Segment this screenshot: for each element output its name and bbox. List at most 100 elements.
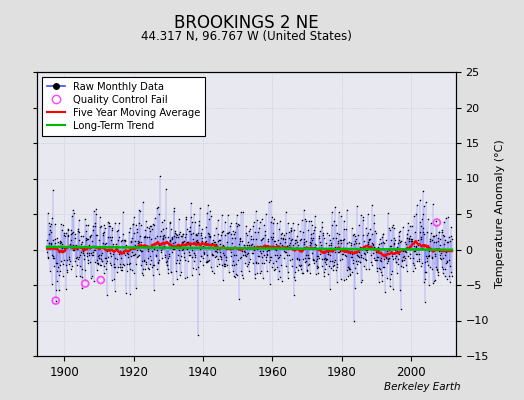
Point xyxy=(348,257,357,263)
Point xyxy=(142,261,150,267)
Point xyxy=(312,242,320,248)
Point xyxy=(313,253,321,259)
Point xyxy=(254,253,263,259)
Point xyxy=(124,247,133,253)
Point xyxy=(241,249,249,256)
Point xyxy=(126,260,135,267)
Point xyxy=(112,269,121,276)
Point xyxy=(118,237,126,243)
Point xyxy=(155,271,163,277)
Point xyxy=(398,258,406,264)
Point xyxy=(346,272,354,278)
Point xyxy=(124,254,132,260)
Point xyxy=(121,238,129,244)
Point xyxy=(126,238,135,244)
Point xyxy=(331,244,340,250)
Point xyxy=(290,227,299,233)
Point xyxy=(408,223,416,230)
Point xyxy=(123,250,131,256)
Point xyxy=(354,253,363,259)
Point xyxy=(95,255,103,261)
Point xyxy=(172,234,181,240)
Point xyxy=(94,253,102,260)
Point xyxy=(222,257,231,264)
Point xyxy=(400,248,409,254)
Point xyxy=(139,272,147,278)
Point xyxy=(177,232,185,239)
Point xyxy=(294,256,303,262)
Point xyxy=(397,306,405,312)
Point xyxy=(313,270,322,276)
Point xyxy=(159,233,167,239)
Point xyxy=(283,243,291,250)
Point xyxy=(399,224,408,231)
Point xyxy=(285,229,293,236)
Point xyxy=(86,234,94,240)
Point xyxy=(106,234,114,240)
Point xyxy=(175,216,183,222)
Point xyxy=(67,227,75,233)
Point xyxy=(332,235,340,242)
Point xyxy=(428,255,436,261)
Point xyxy=(401,248,409,254)
Point xyxy=(373,257,381,263)
Point xyxy=(388,224,397,230)
Point xyxy=(134,238,143,245)
Point xyxy=(185,224,194,230)
Point xyxy=(351,238,359,245)
Point xyxy=(277,231,286,237)
Point xyxy=(414,246,422,252)
Point xyxy=(230,273,238,280)
Point xyxy=(323,248,332,254)
Point xyxy=(225,246,234,252)
Point xyxy=(174,252,182,258)
Point xyxy=(132,285,140,292)
Point xyxy=(144,265,152,272)
Point xyxy=(441,273,450,280)
Point xyxy=(112,245,120,251)
Point xyxy=(118,231,127,237)
Point xyxy=(342,252,351,259)
Point xyxy=(46,223,54,229)
Point xyxy=(126,225,134,231)
Point xyxy=(421,199,430,206)
Point xyxy=(283,269,292,275)
Point xyxy=(321,256,330,263)
Point xyxy=(47,229,56,236)
Point xyxy=(329,246,337,252)
Point xyxy=(208,239,216,246)
Point xyxy=(104,254,113,260)
Point xyxy=(49,254,57,261)
Point xyxy=(181,216,190,222)
Point xyxy=(293,238,302,245)
Point xyxy=(283,252,291,258)
Point xyxy=(235,222,244,228)
Point xyxy=(120,236,128,243)
Point xyxy=(409,259,417,266)
Point xyxy=(289,246,298,252)
Point xyxy=(310,257,319,264)
Point xyxy=(49,187,58,194)
Point xyxy=(193,239,202,246)
Point xyxy=(263,268,271,274)
Point xyxy=(259,248,268,254)
Point xyxy=(371,228,379,234)
Point xyxy=(78,274,86,280)
Point xyxy=(321,255,329,261)
Point xyxy=(130,251,139,258)
Point xyxy=(47,241,55,247)
Point xyxy=(60,230,69,236)
Point xyxy=(163,261,171,268)
Point xyxy=(280,232,288,238)
Point xyxy=(232,261,241,267)
Point xyxy=(106,222,114,229)
Point xyxy=(98,258,106,264)
Point xyxy=(394,260,402,267)
Point xyxy=(43,254,52,260)
Point xyxy=(208,268,216,274)
Point xyxy=(270,216,278,222)
Point xyxy=(232,220,241,226)
Point xyxy=(217,255,225,262)
Point xyxy=(204,257,213,263)
Point xyxy=(409,213,418,219)
